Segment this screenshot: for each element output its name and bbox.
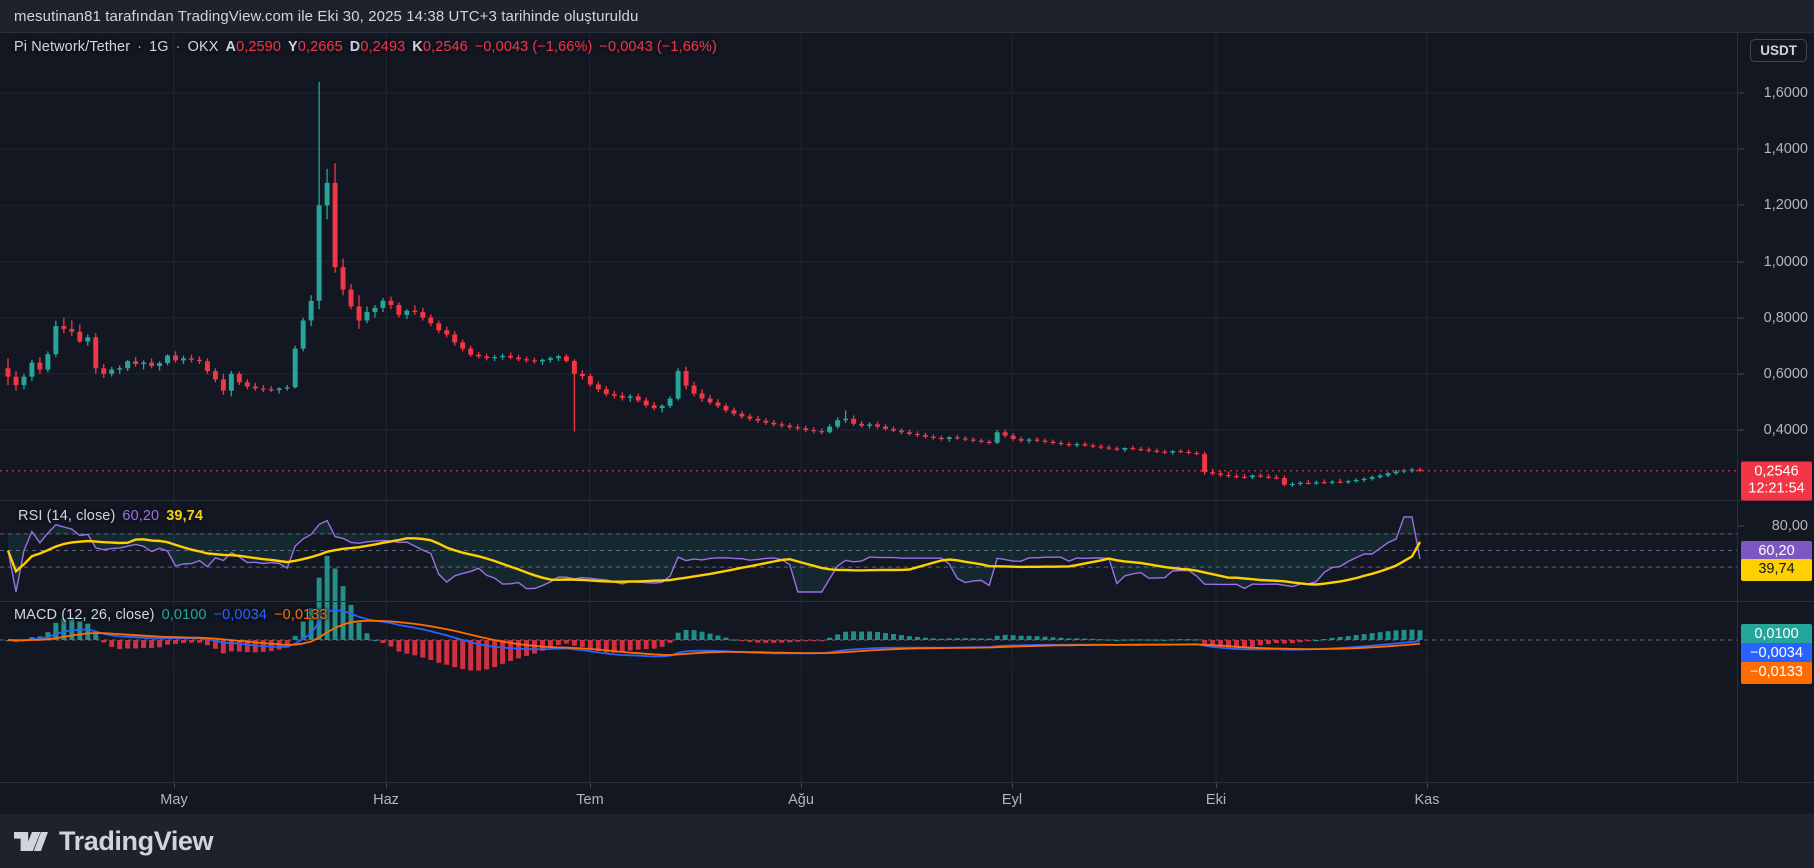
macd-line-value: −0,0034 (213, 607, 268, 623)
macd-badge-2[interactable]: −0,0133 (1741, 662, 1812, 684)
close-label: K (412, 39, 423, 55)
time-tick-label-4: Eyl (1001, 792, 1023, 808)
time-tick-label-6: Kas (1414, 792, 1440, 808)
rsi-title[interactable]: RSI (14, close) (18, 508, 116, 524)
symbol-name[interactable]: Pi Network/Tether (14, 39, 131, 55)
low-label: D (349, 39, 361, 55)
high-value: 0,2665 (297, 39, 343, 55)
close-value: 0,2546 (422, 39, 468, 55)
macd-badge-1[interactable]: −0,0034 (1741, 643, 1812, 665)
interval-label[interactable]: 1G (149, 39, 169, 55)
change-absolute-2: −0,0043 (599, 39, 653, 55)
macd-signal-value: −0,0133 (274, 607, 328, 623)
macd-histogram-value: 0,0100 (161, 607, 207, 623)
low-value: 0,2493 (360, 39, 406, 55)
currency-pill[interactable]: USDT (1750, 39, 1807, 62)
price-tick (1738, 429, 1744, 431)
time-tick (1216, 783, 1217, 788)
rsi-indicator-legend[interactable]: RSI (14, close) 60,20 39,74 (18, 508, 203, 524)
price-tick (1738, 92, 1744, 94)
change-absolute: −0,0043 (474, 39, 529, 55)
time-tick (174, 783, 175, 788)
pane-separator-rsi-macd[interactable] (0, 601, 1814, 602)
time-tick-label-5: Eki (1205, 792, 1227, 808)
legend-separator-2: · (175, 39, 181, 55)
open-label: A (225, 39, 237, 55)
price-tick-label-4: 0,8000 (1763, 309, 1808, 326)
tradingview-logo-icon (14, 830, 48, 853)
last-price-badge[interactable]: 0,2546 12:21:54 (1741, 461, 1812, 501)
price-tick (1738, 148, 1744, 150)
price-tick (1738, 204, 1744, 206)
rsi-tick (1738, 525, 1744, 527)
macd-badge-0[interactable]: 0,0100 (1741, 624, 1812, 646)
exchange-label: OKX (187, 39, 219, 55)
rsi-value-badge[interactable]: 39,74 (1741, 559, 1812, 582)
time-tick-label-2: Tem (576, 792, 604, 808)
macd-indicator-legend[interactable]: MACD (12, 26, close) 0,0100 −0,0034 −0,0133 (14, 607, 328, 623)
time-scale[interactable]: May Haz Tem Ağu Eyl Eki Kas (0, 782, 1814, 814)
price-tick (1738, 317, 1744, 319)
time-tick-label-1: Haz (373, 792, 399, 808)
change-percent-2: (−1,66%) (656, 39, 717, 55)
price-tick-label-6: 0,4000 (1763, 422, 1808, 438)
change-percent: (−1,66%) (532, 39, 593, 55)
price-tick-label-1: 1,4000 (1763, 141, 1808, 158)
rsi-tick-label-0: 80,00 (1771, 517, 1808, 534)
pane-separator-price-rsi[interactable] (0, 500, 1814, 501)
rsi-ma-badge[interactable]: 60,20 (1741, 541, 1812, 564)
price-tick (1738, 261, 1744, 262)
rsi-value: 39,74 (166, 508, 203, 524)
time-tick-label-0: May (160, 792, 188, 808)
time-tick (801, 783, 802, 788)
attribution-bar: mesutinan81 tarafından TradingView.com i… (0, 0, 1814, 32)
chart-frame: Pi Network/Tether · 1G · OKX A0,2590 Y0,2665 D0… (0, 32, 1814, 814)
tradingview-wordmark: TradingView (59, 826, 214, 856)
legend-separator-1: · (137, 39, 143, 55)
price-tick-label-2: 1,2000 (1763, 197, 1808, 214)
price-tick-label-5: 0,6000 (1763, 365, 1808, 382)
footer-bar: TradingView (0, 814, 1814, 868)
main-series-legend[interactable]: Pi Network/Tether · 1G · OKX A0,2590 Y0,2665 D0… (14, 39, 717, 55)
price-tick (1738, 373, 1744, 375)
attribution-text: mesutinan81 tarafından TradingView.com i… (14, 7, 639, 25)
time-tick (1012, 783, 1013, 788)
price-scale[interactable]: USDT 1,6000 1,4000 1,2000 1,0000 0,8000 0,600… (1737, 33, 1814, 783)
open-value: 0,2590 (236, 39, 282, 55)
chart-canvas (0, 33, 1737, 783)
price-tick-label-0: 1,6000 (1763, 85, 1808, 101)
last-price-value: 0,2546 (1754, 463, 1799, 480)
rsi-ma-value: 60,20 (122, 508, 160, 524)
macd-title[interactable]: MACD (12, 26, close) (14, 607, 155, 623)
time-tick-label-3: Ağu (788, 792, 814, 808)
time-tick (590, 783, 591, 788)
high-label: Y (288, 39, 298, 55)
time-tick (1427, 783, 1428, 788)
chart-plot-area[interactable] (0, 33, 1737, 783)
bar-countdown: 12:21:54 (1748, 480, 1805, 497)
time-tick (386, 783, 387, 788)
price-tick-label-3: 1,0000 (1763, 253, 1808, 270)
tradingview-brand[interactable]: TradingView (14, 826, 214, 857)
